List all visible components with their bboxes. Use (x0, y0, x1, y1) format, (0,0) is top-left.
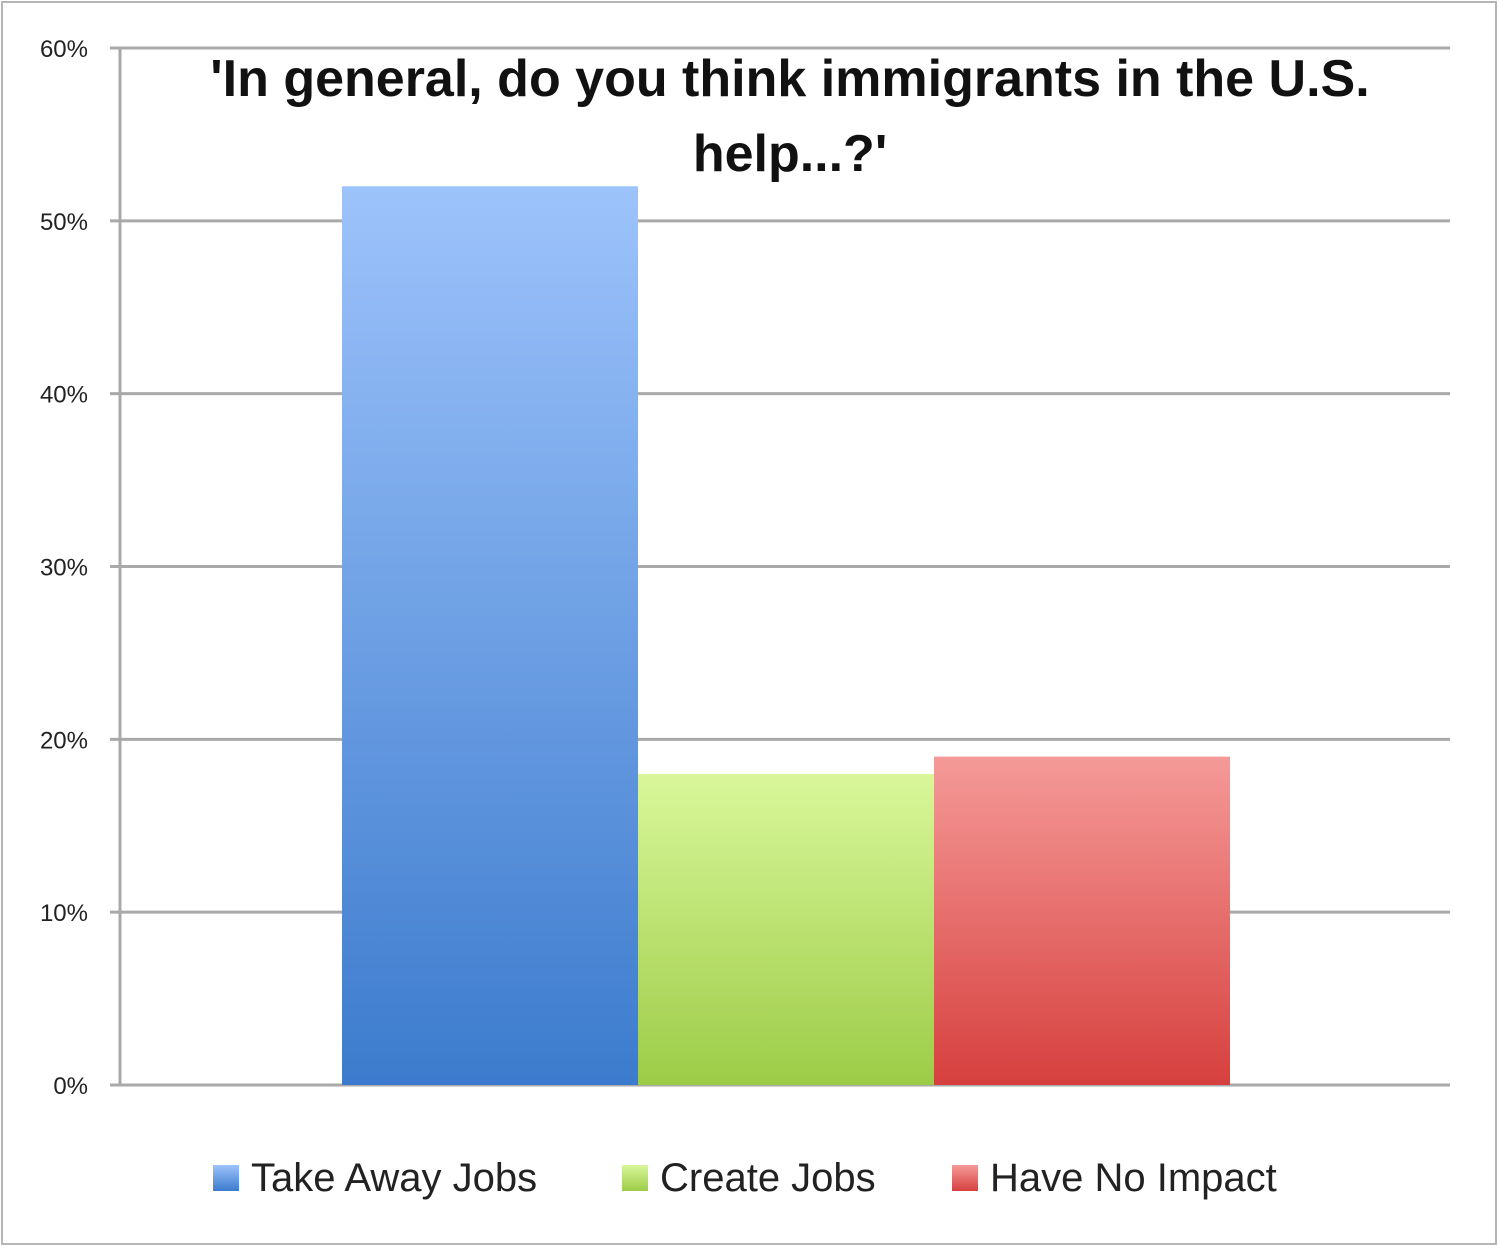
y-tick-label: 10% (40, 900, 88, 927)
y-tick-label: 60% (40, 36, 88, 63)
bar-take-away-jobs (342, 186, 638, 1085)
legend-item-create-jobs: Create Jobs (622, 1148, 876, 1208)
y-tick-label: 40% (40, 382, 88, 409)
bar-create-jobs (638, 773, 934, 1085)
legend-label-take-away-jobs: Take Away Jobs (251, 1155, 538, 1200)
bar-have-no-impact (934, 756, 1230, 1085)
legend-item-take-away-jobs: Take Away Jobs (213, 1148, 537, 1208)
chart-title: 'In general, do you think immigrants in … (210, 50, 1370, 183)
legend-swatch-create-jobs (622, 1165, 648, 1191)
y-tick-label: 20% (40, 727, 88, 754)
legend-item-have-no-impact: Have No Impact (952, 1148, 1277, 1208)
legend-swatch-take-away-jobs (213, 1165, 239, 1191)
legend-swatch-have-no-impact (952, 1165, 978, 1191)
y-tick-label: 0% (53, 1073, 88, 1100)
y-tick-label: 30% (40, 555, 88, 582)
bars (342, 186, 1230, 1085)
legend: Take Away Jobs Create Jobs Have No Impac… (0, 1148, 1500, 1208)
y-axis-ticks: 0% 10% 20% 30% 40% 50% 60% (40, 36, 88, 1100)
legend-label-have-no-impact: Have No Impact (990, 1155, 1277, 1200)
y-tick-label: 50% (40, 209, 88, 236)
legend-label-create-jobs: Create Jobs (660, 1155, 876, 1200)
